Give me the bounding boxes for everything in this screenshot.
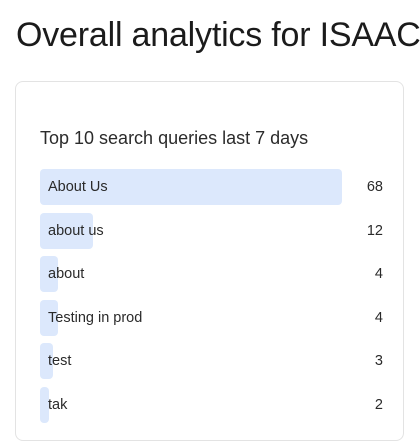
query-list: About Us 68 about us 12 about 4 Testing … bbox=[40, 169, 383, 431]
query-count: 4 bbox=[374, 309, 383, 326]
query-bar bbox=[40, 299, 58, 336]
query-count: 12 bbox=[366, 222, 383, 239]
card-title: Top 10 search queries last 7 days bbox=[40, 128, 309, 148]
query-count: 2 bbox=[374, 396, 383, 413]
query-row: about 4 bbox=[40, 256, 383, 293]
query-bar bbox=[40, 212, 93, 249]
query-count: 68 bbox=[366, 179, 383, 195]
query-row: tak 2 bbox=[40, 386, 383, 423]
query-bar bbox=[40, 169, 342, 205]
query-label: about us bbox=[48, 222, 104, 239]
query-label: About Us bbox=[48, 179, 108, 195]
query-row: Testing in prod 4 bbox=[40, 299, 383, 336]
search-queries-card: Top 10 search queries last 7 days About … bbox=[15, 81, 404, 441]
query-bar bbox=[40, 343, 53, 380]
query-label: tak bbox=[48, 396, 68, 413]
query-bar bbox=[40, 386, 49, 423]
page-title: Overall analytics for ISAAC bbox=[16, 16, 420, 54]
query-bar bbox=[40, 256, 58, 293]
query-count: 4 bbox=[374, 266, 383, 283]
query-row: test 3 bbox=[40, 343, 383, 380]
query-row: About Us 68 bbox=[40, 169, 383, 205]
query-label: Testing in prod bbox=[48, 309, 143, 326]
query-label: about bbox=[48, 266, 85, 283]
query-label: test bbox=[48, 353, 72, 370]
query-count: 3 bbox=[374, 353, 383, 370]
query-row: about us 12 bbox=[40, 212, 383, 249]
